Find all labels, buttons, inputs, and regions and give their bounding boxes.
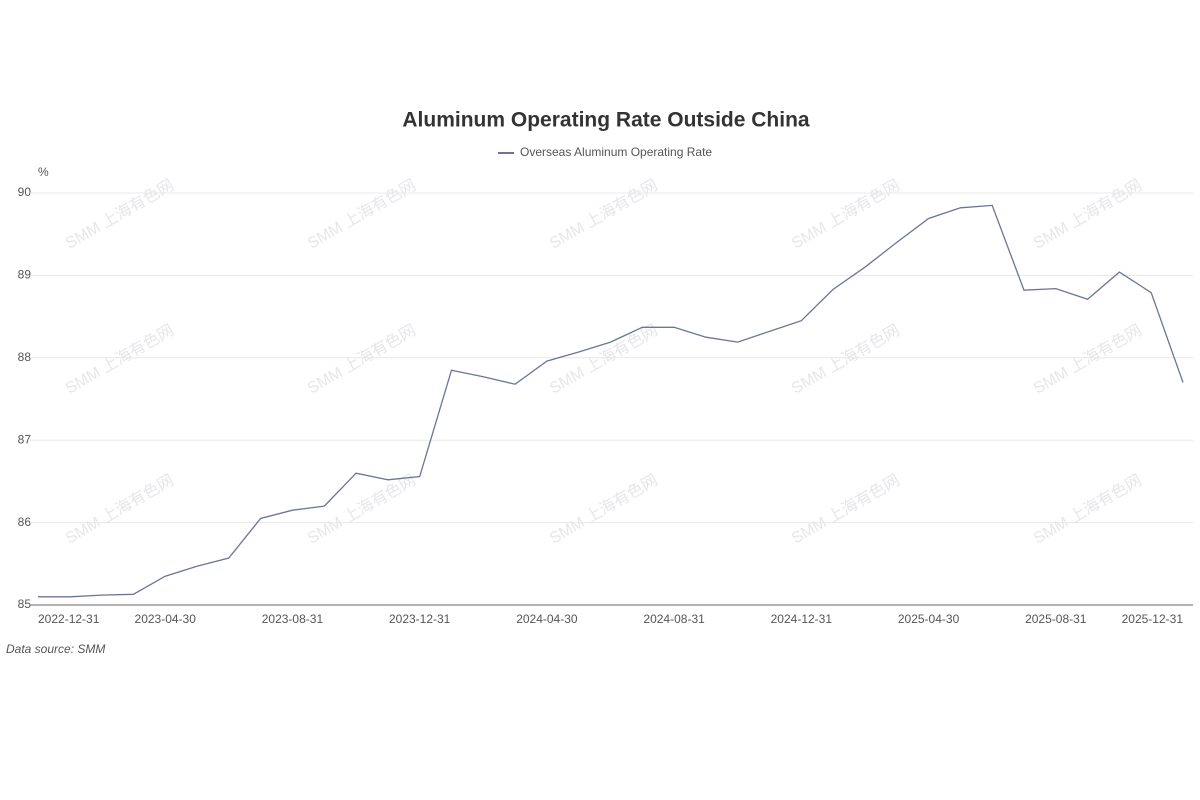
y-tick-label: 90 [18, 185, 32, 199]
x-tick-label: 2022-12-31 [38, 612, 100, 626]
y-tick-label: 86 [18, 515, 32, 529]
x-tick-label: 2024-08-31 [643, 612, 705, 626]
x-tick-label: 2025-12-31 [1122, 612, 1184, 626]
chart-title: Aluminum Operating Rate Outside China [402, 109, 810, 132]
x-tick-label: 2023-08-31 [262, 612, 324, 626]
source-note: Data source: SMM [6, 642, 105, 656]
y-axis-label: % [38, 165, 49, 179]
x-tick-label: 2023-12-31 [389, 612, 451, 626]
y-tick-label: 89 [18, 268, 32, 282]
x-tick-label: 2025-04-30 [898, 612, 960, 626]
y-tick-label: 85 [18, 597, 32, 611]
x-tick-label: 2025-08-31 [1025, 612, 1087, 626]
legend-label: Overseas Aluminum Operating Rate [520, 145, 712, 159]
data-line [38, 204, 1184, 598]
y-tick-label: 87 [18, 432, 32, 446]
x-tick-label: 2024-12-31 [771, 612, 833, 626]
x-tick-label: 2024-04-30 [516, 612, 578, 626]
y-tick-label: 88 [18, 350, 32, 364]
x-tick-label: 2023-04-30 [135, 612, 197, 626]
